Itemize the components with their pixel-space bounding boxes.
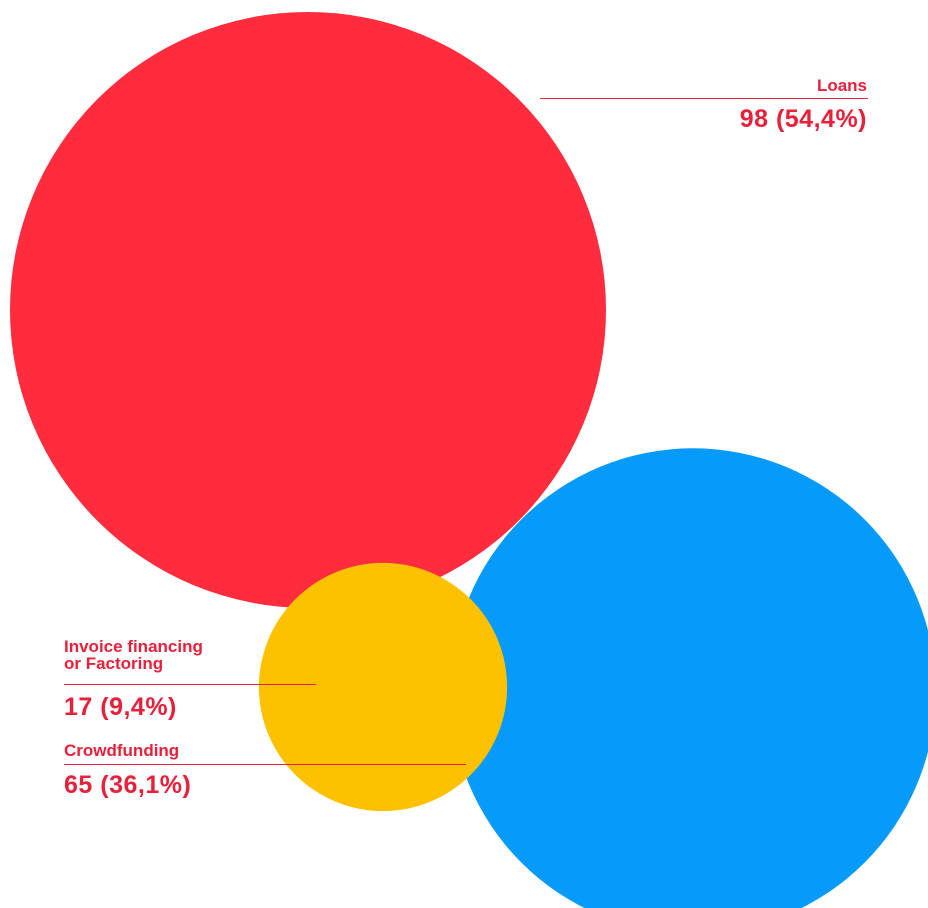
label-crowdfunding-name: Crowdfunding <box>64 741 180 760</box>
leader-line-crowdfunding <box>64 764 466 765</box>
leader-line-invoice <box>64 684 316 685</box>
label-crowdfunding-value: 65 (36,1%) <box>64 771 192 799</box>
label-loans-name: Loans <box>816 76 867 95</box>
label-invoice-value: 17 (9,4%) <box>64 693 177 721</box>
bubble-invoice-factoring <box>258 562 508 812</box>
bubble-loans <box>10 12 606 608</box>
label-loans-value: 98 (54,4%) <box>739 105 867 133</box>
bubble-crowdfunding <box>450 448 928 908</box>
leader-line-loans <box>540 98 868 99</box>
label-invoice-name: Invoice financing or Factoring <box>64 637 203 673</box>
